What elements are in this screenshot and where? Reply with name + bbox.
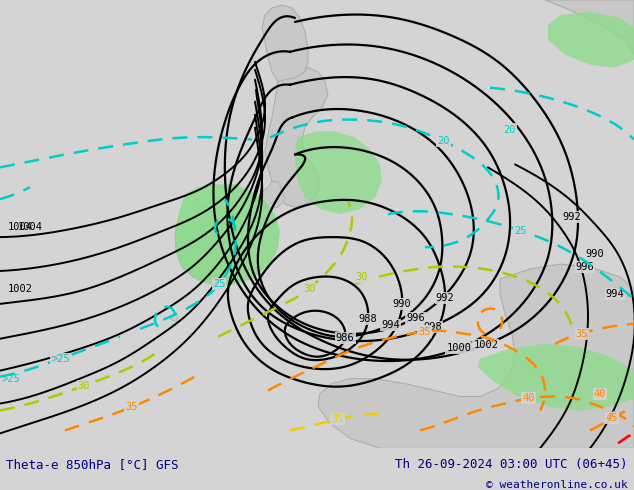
Text: © weatheronline.co.uk: © weatheronline.co.uk xyxy=(486,480,628,490)
Text: Th 26-09-2024 03:00 UTC (06+45): Th 26-09-2024 03:00 UTC (06+45) xyxy=(395,458,628,471)
Text: 996: 996 xyxy=(406,313,425,322)
Polygon shape xyxy=(258,181,285,209)
Text: 994: 994 xyxy=(605,289,624,299)
Text: 30: 30 xyxy=(77,381,90,391)
Text: 40: 40 xyxy=(522,393,535,403)
Text: 988: 988 xyxy=(359,314,377,324)
Polygon shape xyxy=(175,197,242,281)
Text: 35: 35 xyxy=(576,329,588,339)
Polygon shape xyxy=(478,344,634,411)
Text: 998: 998 xyxy=(423,321,442,332)
Polygon shape xyxy=(265,68,328,207)
Text: 20: 20 xyxy=(504,124,516,135)
Polygon shape xyxy=(175,184,280,287)
Text: 1002: 1002 xyxy=(8,284,33,294)
Text: 35: 35 xyxy=(331,415,344,424)
Polygon shape xyxy=(548,12,634,68)
Text: 994: 994 xyxy=(382,319,400,330)
Text: 990: 990 xyxy=(393,299,411,309)
Text: >25: >25 xyxy=(2,373,21,384)
Text: 20: 20 xyxy=(437,136,450,147)
Text: 35: 35 xyxy=(126,402,138,412)
Text: 30: 30 xyxy=(356,272,368,282)
Text: 986: 986 xyxy=(336,333,354,343)
Text: 992: 992 xyxy=(436,293,455,303)
Polygon shape xyxy=(545,0,634,55)
Polygon shape xyxy=(262,5,308,82)
Text: >25: >25 xyxy=(51,354,70,364)
Text: Theta-e 850hPa [°C] GFS: Theta-e 850hPa [°C] GFS xyxy=(6,458,179,471)
Text: 996: 996 xyxy=(576,262,595,272)
Polygon shape xyxy=(420,400,634,448)
Text: 25: 25 xyxy=(213,279,225,290)
Text: 1004: 1004 xyxy=(8,222,33,232)
Text: 990: 990 xyxy=(586,249,604,259)
Polygon shape xyxy=(170,315,178,322)
Polygon shape xyxy=(560,0,634,12)
Text: 1002: 1002 xyxy=(474,340,498,349)
Text: 35: 35 xyxy=(418,326,430,337)
Text: 40: 40 xyxy=(594,389,606,398)
Text: 1004: 1004 xyxy=(18,222,43,232)
Text: 25: 25 xyxy=(514,225,527,236)
Polygon shape xyxy=(318,264,634,448)
Text: 30: 30 xyxy=(303,284,315,294)
Polygon shape xyxy=(295,131,382,214)
Text: 1000: 1000 xyxy=(446,343,471,353)
Text: 45: 45 xyxy=(606,414,618,423)
Text: 992: 992 xyxy=(562,212,581,222)
